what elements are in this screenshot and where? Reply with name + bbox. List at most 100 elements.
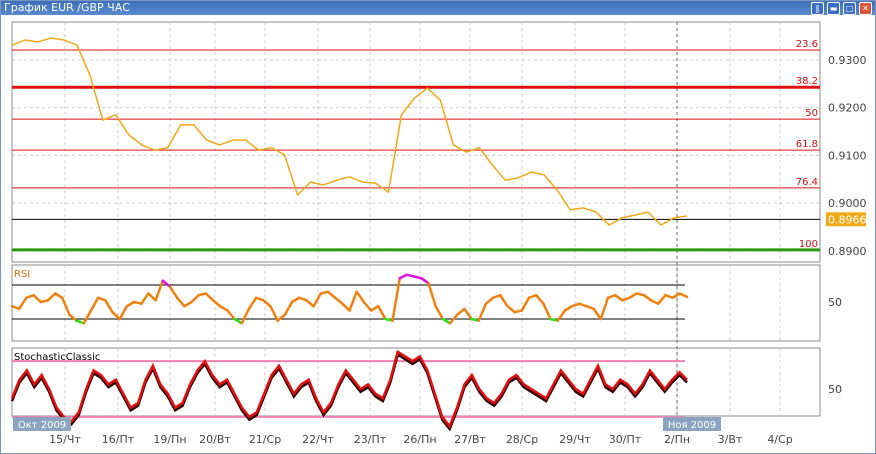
fib-level-label: 38.2 xyxy=(796,76,818,87)
time-label: 4/Ср xyxy=(767,433,792,446)
close-button[interactable]: ✕ xyxy=(859,2,872,15)
rsi-segment xyxy=(305,299,315,308)
rsi-segment xyxy=(362,300,373,312)
time-label: 21/Ср xyxy=(249,433,281,446)
rsi-segment xyxy=(269,305,279,322)
fib-level-label: 100 xyxy=(799,239,818,250)
rsi-segment xyxy=(563,305,574,312)
price-tick: 0.9000 xyxy=(828,197,867,210)
rsi-segment xyxy=(154,279,165,302)
rsi-segment xyxy=(427,282,437,308)
rsi-segment xyxy=(226,309,236,321)
time-label: 3/Вт xyxy=(718,433,743,446)
rsi-segment xyxy=(642,293,653,302)
time-label: 23/Пт xyxy=(354,433,387,446)
rsi-segment xyxy=(657,293,667,305)
price-tick: 0.9200 xyxy=(828,102,867,115)
rsi-segment xyxy=(218,305,229,312)
rsi-segment xyxy=(190,293,200,304)
current-price-label: 0.8966 xyxy=(828,213,867,226)
rsi-segment xyxy=(147,292,157,302)
rsi-segment xyxy=(168,285,179,299)
rsi-segment xyxy=(613,293,624,302)
rsi-segment xyxy=(398,273,409,280)
rsi-segment xyxy=(441,317,452,325)
rsi-segment xyxy=(125,300,136,308)
time-label: 22/Чт xyxy=(302,433,334,446)
time-label: 2/Пн xyxy=(664,433,690,446)
rsi-segment xyxy=(175,296,186,308)
rsi-segment xyxy=(606,293,617,299)
time-label: 26/Пн xyxy=(403,433,436,446)
rsi-segment xyxy=(585,305,595,311)
fib-level-label: 76.4 xyxy=(796,177,818,188)
rsi-segment xyxy=(341,302,351,312)
rsi-segment xyxy=(211,299,222,308)
time-label: 27/Вт xyxy=(454,433,486,446)
rsi-segment xyxy=(53,292,64,299)
stoch-tick: 50 xyxy=(828,383,842,396)
rsi-segment xyxy=(82,309,93,325)
time-label: 29/Чт xyxy=(559,433,591,446)
panel-0 xyxy=(11,21,821,263)
time-label: 16/Пт xyxy=(102,433,135,446)
time-label: 15/Чт xyxy=(49,433,81,446)
price-series xyxy=(11,37,688,226)
rsi-segment xyxy=(68,313,78,322)
current-price-badge xyxy=(826,212,866,227)
rsi-segment xyxy=(556,309,567,322)
rsi-segment xyxy=(534,293,545,305)
month-badge-label: Ноя 2009 xyxy=(668,420,716,431)
month-badge-label: Окт 2009 xyxy=(18,420,66,431)
rsi-segment xyxy=(621,296,631,302)
rsi-segment xyxy=(276,313,287,322)
rsi-segment xyxy=(448,313,459,325)
rsi-segment xyxy=(491,293,502,299)
time-label: 20/Вт xyxy=(199,433,231,446)
stoch-main-line xyxy=(10,349,688,429)
fib-level-label: 50 xyxy=(805,108,818,119)
rsi-segment xyxy=(592,307,603,321)
time-label: 28/Ср xyxy=(506,433,538,446)
pause-button[interactable]: ‖ xyxy=(811,2,824,15)
price-tick: 0.8900 xyxy=(828,245,867,258)
rsi-segment xyxy=(297,296,308,302)
rsi-segment xyxy=(376,305,387,321)
rsi-segment xyxy=(649,299,660,305)
maximize-button[interactable]: □ xyxy=(843,2,856,15)
rsi-segment xyxy=(61,296,71,316)
window-title: График EUR /GBP ЧАС xyxy=(4,1,130,14)
rsi-segment xyxy=(262,299,272,308)
rsi-segment xyxy=(484,296,495,305)
month-badge xyxy=(663,417,721,431)
rsi-segment xyxy=(499,293,509,308)
rsi-segment xyxy=(355,290,366,304)
rsi-label: RSI xyxy=(14,269,30,280)
rsi-segment xyxy=(463,307,473,321)
rsi-segment xyxy=(678,292,689,299)
rsi-segment xyxy=(520,296,531,312)
rsi-segment xyxy=(204,292,215,302)
rsi-segment xyxy=(75,319,86,325)
rsi-segment xyxy=(664,293,674,299)
rsi-segment xyxy=(527,293,538,299)
rsi-segment xyxy=(455,307,466,316)
rsi-segment xyxy=(348,290,358,312)
rsi-segment xyxy=(89,296,100,312)
stoch-label: StochasticClassic xyxy=(14,352,100,363)
rsi-segment xyxy=(283,300,294,316)
panel-1 xyxy=(11,264,821,342)
rsi-segment xyxy=(240,307,251,325)
rsi-segment xyxy=(111,310,121,321)
rsi-segment xyxy=(312,292,323,308)
rsi-segment xyxy=(578,302,588,308)
rsi-segment xyxy=(434,305,445,321)
rsi-segment xyxy=(391,276,402,322)
rsi-segment xyxy=(118,305,129,321)
rsi-segment xyxy=(96,296,107,302)
rsi-segment xyxy=(140,292,150,305)
minimize-button[interactable]: ▬ xyxy=(827,2,840,15)
rsi-segment xyxy=(104,299,114,314)
rsi-segment xyxy=(233,317,244,325)
